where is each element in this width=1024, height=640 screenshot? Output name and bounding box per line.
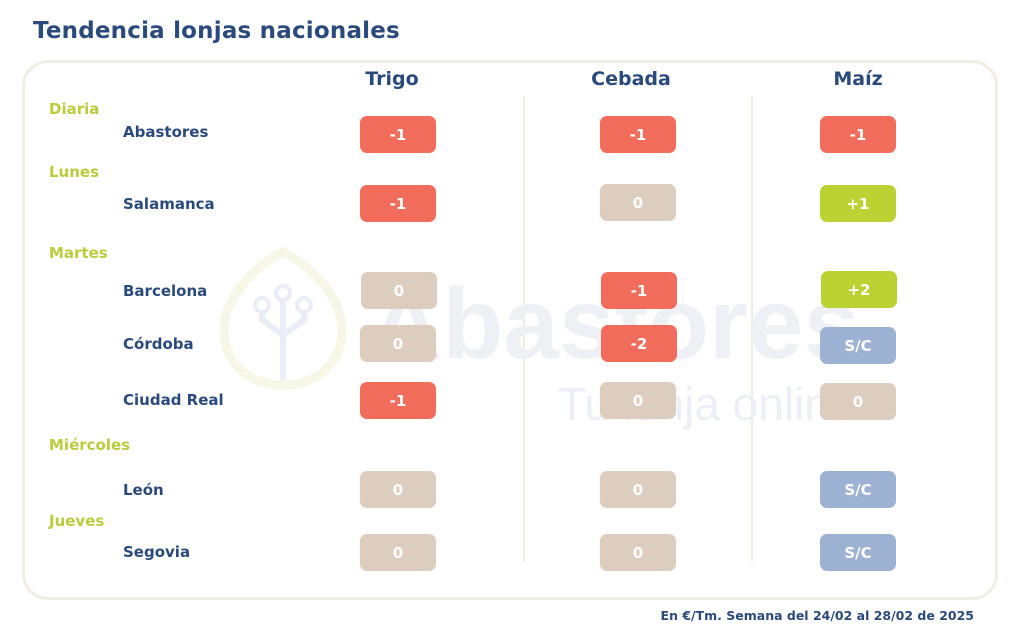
trend-badge-segovia-cebada: 0 [600,534,676,571]
trend-badge-cordoba-cebada: -2 [601,325,677,362]
trend-badge-salamanca-cebada: 0 [600,184,676,221]
trend-badge-cordoba-maiz: S/C [820,327,896,364]
trend-badge-leon-trigo: 0 [360,471,436,508]
trend-badge-leon-cebada: 0 [600,471,676,508]
trend-badge-cordoba-trigo: 0 [360,325,436,362]
day-label-miercoles: Miércoles [49,436,131,454]
page-title: Tendencia lonjas nacionales [33,18,400,44]
column-header-cebada: Cebada [591,68,671,90]
trend-badge-barcelona-maiz: +2 [821,271,897,308]
market-label-barcelona: Barcelona [123,282,208,300]
market-label-abastores: Abastores [123,123,209,141]
market-label-cordoba: Córdoba [123,335,194,353]
trend-badge-leon-maiz: S/C [820,471,896,508]
day-label-jueves: Jueves [49,512,105,530]
trend-badge-abastores-maiz: -1 [820,116,896,153]
trend-badge-barcelona-trigo: 0 [361,272,437,309]
trend-badge-salamanca-trigo: -1 [360,185,436,222]
market-label-segovia: Segovia [123,543,191,561]
day-label-martes: Martes [49,244,108,262]
column-divider [751,96,753,562]
trend-badge-ciudad-real-maiz: 0 [820,383,896,420]
column-header-maiz: Maíz [833,68,883,90]
trend-badge-ciudad-real-cebada: 0 [600,382,676,419]
market-label-salamanca: Salamanca [123,195,215,213]
trend-badge-segovia-trigo: 0 [360,534,436,571]
footnote: En €/Tm. Semana del 24/02 al 28/02 de 20… [660,608,974,623]
day-label-diaria: Diaria [49,100,100,118]
market-label-ciudad-real: Ciudad Real [123,391,224,409]
trend-badge-barcelona-cebada: -1 [601,272,677,309]
trend-badge-salamanca-maiz: +1 [820,185,896,222]
trend-badge-abastores-trigo: -1 [360,116,436,153]
trend-badge-abastores-cebada: -1 [600,116,676,153]
column-header-trigo: Trigo [365,68,419,90]
trend-badge-segovia-maiz: S/C [820,534,896,571]
trend-badge-ciudad-real-trigo: -1 [360,382,436,419]
market-label-leon: León [123,481,164,499]
day-label-lunes: Lunes [49,163,100,181]
column-divider [523,96,525,562]
